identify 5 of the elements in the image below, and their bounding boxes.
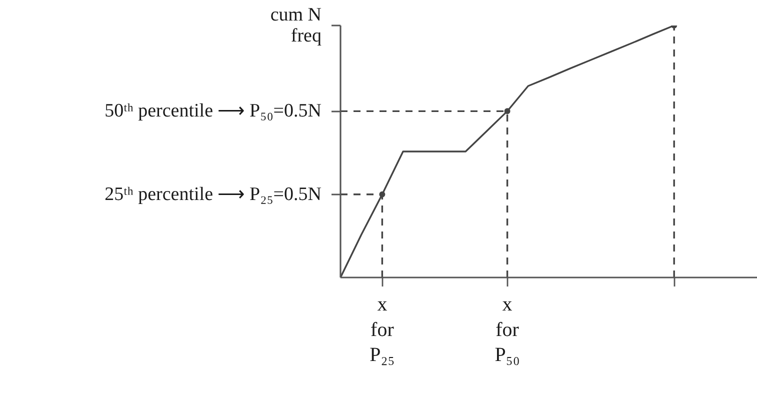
text: 25ᵗʰ percentile ⟶ P₂₅=0.5N	[104, 184, 322, 205]
x-tick-label: x for P₅₀	[494, 294, 520, 366]
y-axis-title: cum N freq	[270, 4, 322, 46]
x-tick-label: x for P₂₅	[370, 294, 395, 366]
text: 50ᵗʰ percentile ⟶ P₅₀=0.5N	[104, 100, 322, 122]
